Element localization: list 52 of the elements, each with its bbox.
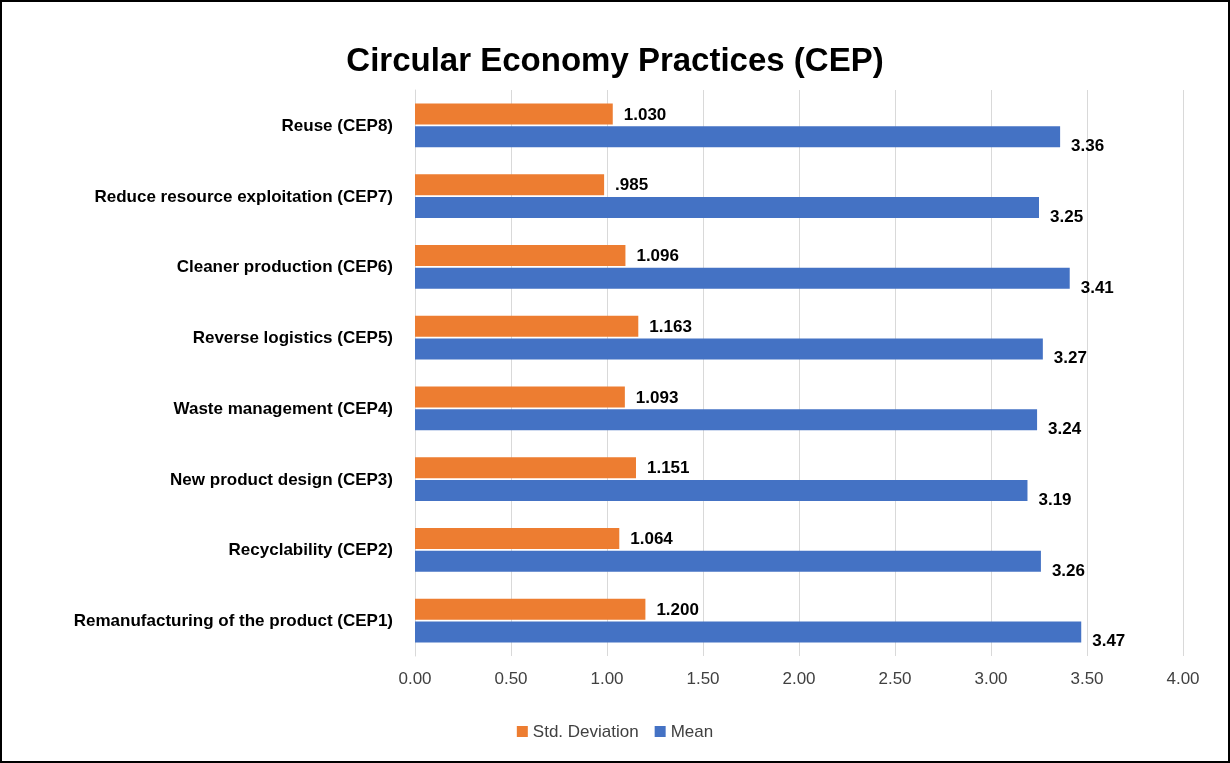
data-label: 3.26	[1051, 560, 1086, 580]
y-tick-label: Remanufacturing of the product (CEP1)	[73, 611, 393, 631]
x-tick-label: 2.00	[782, 669, 816, 688]
data-label: 3.36	[1071, 136, 1105, 156]
y-tick-label: New product design (CEP3)	[170, 469, 393, 489]
bar	[415, 338, 1043, 360]
data-label: 1.200	[656, 599, 699, 619]
data-label: 1.151	[646, 458, 690, 478]
data-label: 3.19	[1038, 489, 1072, 509]
bar	[415, 196, 1039, 218]
y-tick-label: Reuse (CEP8)	[281, 115, 393, 135]
data-label: 3.27	[1053, 348, 1087, 368]
bar	[415, 103, 613, 125]
y-tick-label: Reverse logistics (CEP5)	[192, 328, 393, 348]
y-tick-label: Waste management (CEP4)	[173, 398, 393, 418]
y-tick-label: Cleaner production (CEP6)	[176, 257, 393, 277]
bar	[415, 267, 1070, 289]
legend-label: Mean	[670, 722, 714, 741]
data-label: .985	[615, 175, 649, 195]
data-label: 3.24	[1048, 419, 1082, 439]
x-tick-label: 1.50	[686, 669, 720, 688]
bar	[415, 409, 1038, 431]
data-label: 3.41	[1080, 277, 1114, 297]
y-tick-label: Reduce resource exploitation (CEP7)	[94, 186, 393, 206]
y-tick-label: Recyclability (CEP2)	[228, 540, 393, 560]
data-label: 1.163	[649, 316, 692, 336]
x-tick-label: 0.50	[494, 669, 528, 688]
bar	[415, 621, 1082, 643]
x-tick-label: 1.00	[590, 669, 624, 688]
data-label: 3.47	[1092, 631, 1126, 651]
bar	[415, 174, 605, 196]
data-label: 3.25	[1050, 206, 1084, 226]
x-tick-label: 2.50	[878, 669, 912, 688]
data-label: 1.096	[636, 246, 679, 266]
bar	[415, 598, 646, 620]
x-tick-label: 4.00	[1166, 669, 1200, 688]
data-label: 1.064	[630, 529, 674, 549]
bar	[415, 528, 620, 550]
data-label: 1.030	[623, 104, 667, 124]
x-tick-label: 3.00	[974, 669, 1008, 688]
chart-title: Circular Economy Practices (CEP)	[346, 41, 884, 78]
bar	[415, 315, 639, 337]
x-tick-label: 3.50	[1070, 669, 1104, 688]
bar	[415, 386, 625, 408]
bar	[415, 245, 626, 267]
bar	[415, 479, 1028, 501]
bar	[415, 457, 636, 479]
bar	[415, 126, 1061, 148]
bar	[415, 550, 1041, 572]
data-label: 1.093	[635, 387, 679, 407]
legend-label: Std. Deviation	[532, 722, 639, 741]
x-tick-label: 0.00	[398, 669, 432, 688]
